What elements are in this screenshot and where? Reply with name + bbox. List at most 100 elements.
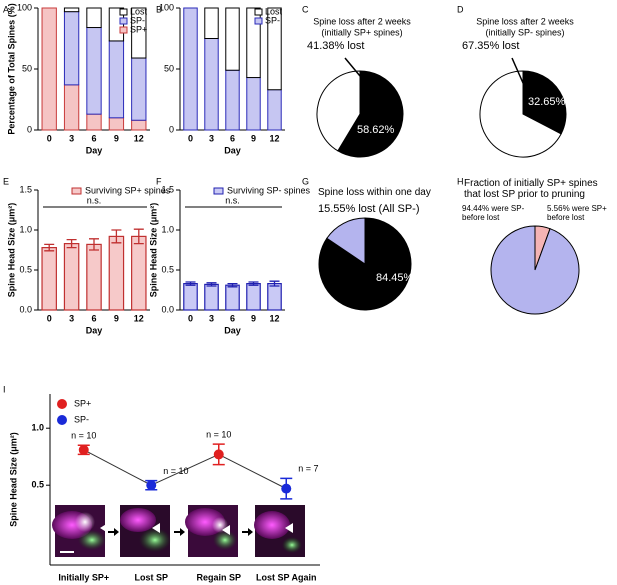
y-axis-label: Spine Head Size (μm²) [8,432,18,527]
bar-segment [204,38,219,131]
line [83,449,287,490]
bar-segment [246,77,261,131]
x-axis-label: Day [224,145,241,155]
pie-title: Fraction of initially SP+ spines that lo… [464,178,598,200]
legend-label: Surviving SP+ spines [85,185,171,195]
legend-swatch [213,187,224,195]
y-tick-label: 100 [159,2,174,12]
pie-slice [337,70,404,158]
legend-label: SP- [130,15,145,25]
legend-label: Surviving SP- spines [227,185,311,195]
y-tick-label: 1.0 [19,224,32,234]
panel-letter: H [457,176,464,186]
bar-segment [108,40,125,119]
bar-segment [267,89,282,131]
x-tick-label: 12 [134,313,144,323]
pie-label: 41.38% lost [307,40,365,52]
y-tick-label: 1.0 [161,224,174,234]
error-bar [185,281,196,286]
y-tick-label: 100 [17,2,32,12]
legend-label: SP+ [130,24,147,34]
x-tick-label: 3 [209,313,214,323]
bar [225,284,240,311]
significance-label: n.s. [225,195,240,205]
y-axis-label: Spine Head Size (μm²) [148,203,158,298]
bar-segment [63,7,80,13]
x-tick-label: 6 [91,133,96,143]
error-bar [227,282,238,288]
x-tick-label: 9 [114,133,119,143]
bar-segment [86,7,102,29]
point [146,480,157,491]
bar-segment [183,7,198,131]
bar-segment [225,7,240,71]
x-tick-label: 0 [188,313,193,323]
x-tick-label: 3 [69,313,74,323]
pie-title: Spine loss after 2 weeks [313,16,411,26]
x-tick-label: 9 [251,133,256,143]
bar [267,283,282,311]
x-tick-label: 9 [114,313,119,323]
legend-swatch [119,17,128,25]
x-axis-label: Day [86,145,103,155]
legend-swatch [119,26,128,34]
n-label: n = 10 [71,431,96,441]
bar-segment [225,69,240,131]
pie-label: 58.62% [357,124,395,136]
x-tick-label: 0 [47,133,52,143]
bar [63,243,80,311]
pie-title: Spine loss within one day [318,187,431,198]
error-bar [133,228,144,245]
significance-label: n.s. [87,195,102,205]
bar-segment [131,119,147,131]
pie-slice [326,217,366,265]
error-bar [111,229,122,244]
panel-letter: F [156,176,162,186]
bar-segment [63,84,80,131]
n-label: n = 7 [298,464,318,474]
pie-title: Spine loss after 2 weeks [476,16,574,26]
bar-segment [63,11,80,86]
bar-segment [86,27,102,115]
x-tick-label: 3 [69,133,74,143]
bar-segment [108,117,125,131]
x-tick-label: 6 [91,313,96,323]
x-tick-label: 12 [269,133,279,143]
legend-marker [57,399,67,409]
bar-segment [86,113,102,131]
legend-swatch [119,8,128,16]
pie-subtitle: (initially SP- spines) [485,27,564,37]
micrographs [52,505,305,557]
pie-label: 15.55% lost (All SP-) [318,203,420,215]
pie-slice [490,225,580,315]
bar [86,243,102,311]
n-label: n = 10 [206,430,231,440]
pie-subtitle: (initially SP+ spines) [321,27,402,37]
x-axis-label: Day [224,325,241,335]
bar [204,283,219,311]
pie-label: 5.56% were SP+ before lost [547,204,607,222]
pie-slice [522,70,567,135]
y-tick-label: 0.0 [19,304,32,314]
x-tick-label: 3 [209,133,214,143]
pie-label: 84.45% [376,272,414,284]
leader-line [511,57,528,93]
legend-label: SP- [265,15,280,25]
bar [41,247,57,311]
bar [131,235,147,311]
y-axis-label: Percentage of Total Spines (%) [6,3,16,134]
error-bar [89,238,99,251]
legend-label: Lost [130,6,148,16]
x-tick-label: Lost SP [134,572,168,582]
point [213,449,224,460]
legend-swatch [254,8,263,16]
y-tick-label: 1.5 [161,184,174,194]
bar [246,283,261,311]
error-bar [248,281,259,286]
bar [183,283,198,311]
panel-letter: B [156,4,162,14]
y-tick-label: 0.5 [19,264,32,274]
n-label: n = 10 [163,466,188,476]
x-tick-label: 12 [134,133,144,143]
